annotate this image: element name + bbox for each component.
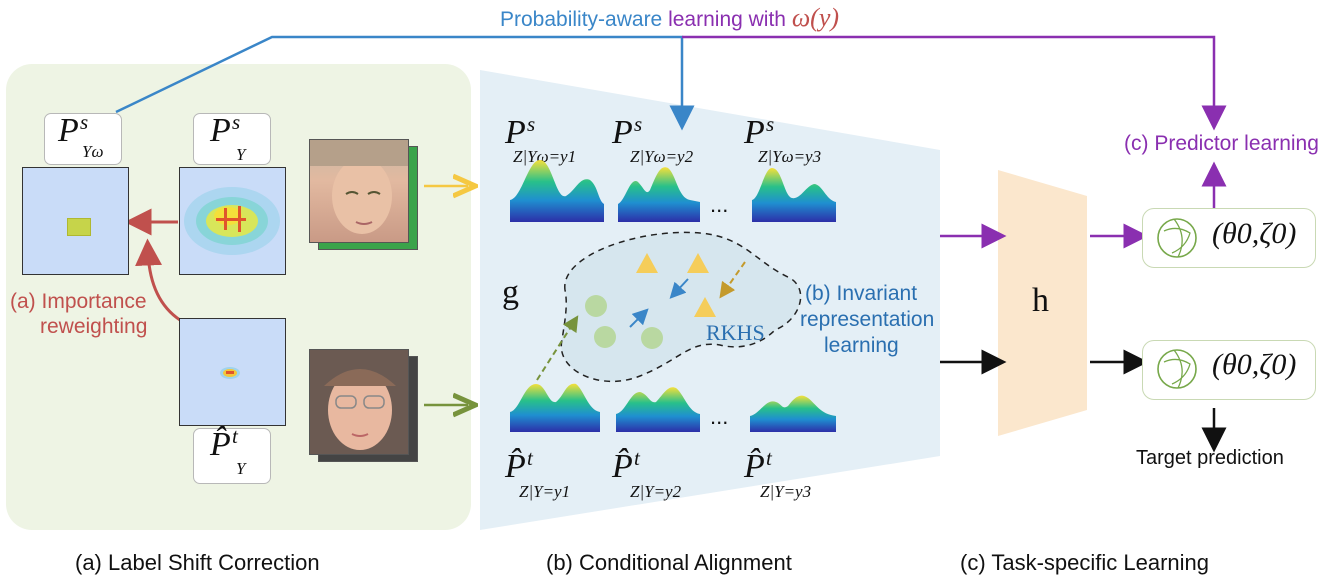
top-label: Probability-aware learning with ω(y) bbox=[500, 3, 839, 33]
target-density-1 bbox=[510, 383, 600, 432]
target-cond-1: P̂ t Z|Y=y1 bbox=[505, 446, 571, 501]
top-label-purple: learning with bbox=[662, 8, 792, 31]
caption-c: (c) Task-specific Learning bbox=[960, 550, 1210, 575]
blue-weight-line bbox=[115, 35, 695, 131]
rkhs-label: RKHS bbox=[706, 320, 765, 345]
target-prediction-label: Target prediction bbox=[1136, 447, 1284, 469]
source-label-plot bbox=[179, 167, 286, 275]
invariant-line1: (b) Invariant bbox=[805, 282, 918, 305]
globe-icon bbox=[1157, 218, 1197, 258]
source-point bbox=[694, 297, 716, 317]
rkhs-region bbox=[560, 231, 802, 383]
target-point bbox=[585, 295, 607, 317]
predictor-bottom-box bbox=[1142, 340, 1316, 400]
weighted-label-plot bbox=[22, 167, 129, 275]
source-ellipsis: ... bbox=[710, 192, 729, 217]
source-label-math: P s Y bbox=[210, 110, 246, 164]
g-label: g bbox=[502, 274, 519, 311]
source-density-3 bbox=[752, 168, 836, 222]
caption-b: (b) Conditional Alignment bbox=[546, 550, 792, 575]
h-label: h bbox=[1032, 282, 1049, 319]
source-density-1 bbox=[510, 160, 604, 222]
target-ellipsis: ... bbox=[710, 404, 729, 429]
top-label-blue: Probability-aware bbox=[500, 8, 663, 31]
red-arrow-curved bbox=[135, 238, 181, 322]
target-point bbox=[594, 326, 616, 348]
source-point bbox=[636, 253, 658, 273]
predictor-learning-label: (c) Predictor learning bbox=[1124, 132, 1319, 155]
source-embed-arrow bbox=[719, 261, 746, 299]
globe-icon bbox=[1157, 349, 1197, 389]
source-label-box bbox=[193, 113, 271, 165]
weighted-label-box bbox=[44, 113, 122, 165]
target-density-3 bbox=[750, 395, 836, 432]
align-arrow bbox=[669, 278, 689, 299]
caption-a: (a) Label Shift Correction bbox=[75, 550, 320, 575]
invariant-line2: representation bbox=[800, 308, 935, 331]
predictor-top-box bbox=[1142, 208, 1316, 268]
target-label-plot bbox=[179, 318, 286, 426]
purple-weight-line bbox=[682, 35, 1227, 131]
target-cond-2: P̂ t Z|Y=y2 bbox=[612, 446, 682, 501]
weighted-label-math: P s Yω bbox=[58, 110, 104, 161]
param-top: (θ0,ζ0) bbox=[1212, 217, 1297, 250]
source-point bbox=[687, 253, 709, 273]
importance-reweighting-line2: reweighting bbox=[40, 315, 148, 338]
target-face-image bbox=[309, 349, 409, 455]
target-point bbox=[641, 327, 663, 349]
target-label-math: P̂ t Y bbox=[210, 424, 246, 478]
top-label-omega: ω(y) bbox=[791, 3, 840, 32]
invariant-line3: learning bbox=[824, 334, 899, 357]
source-density-2 bbox=[618, 167, 700, 222]
target-embed-arrow bbox=[536, 315, 579, 381]
target-label-box bbox=[193, 428, 271, 484]
source-face-image bbox=[309, 139, 409, 243]
h-block bbox=[998, 170, 1087, 436]
param-bottom: (θ0,ζ0) bbox=[1212, 348, 1297, 381]
target-cond-3: P̂ t Z|Y=y3 bbox=[744, 446, 812, 501]
align-arrow bbox=[629, 308, 649, 328]
importance-reweighting-line1: (a) Importance bbox=[10, 290, 147, 313]
target-density-2 bbox=[616, 387, 700, 432]
